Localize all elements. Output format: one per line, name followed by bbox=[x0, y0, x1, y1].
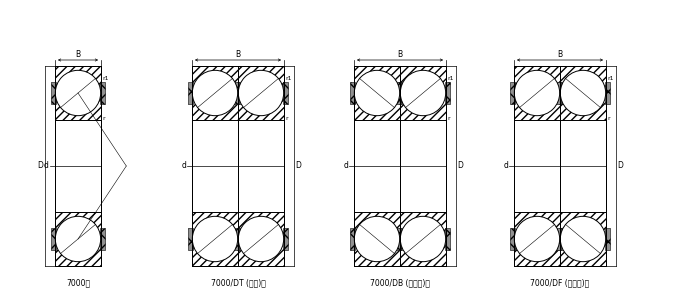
Bar bbox=[511, 228, 515, 250]
Bar bbox=[354, 120, 400, 212]
Bar bbox=[192, 212, 238, 266]
Text: B: B bbox=[558, 50, 562, 59]
Text: r1: r1 bbox=[447, 76, 454, 82]
Bar bbox=[192, 66, 284, 266]
Bar bbox=[399, 82, 404, 104]
Circle shape bbox=[514, 70, 560, 116]
Text: B: B bbox=[235, 50, 241, 59]
Bar bbox=[556, 228, 561, 250]
Bar bbox=[445, 82, 449, 104]
Text: D: D bbox=[37, 162, 44, 170]
Bar bbox=[235, 228, 239, 250]
Bar bbox=[350, 82, 355, 104]
Circle shape bbox=[192, 70, 238, 116]
Bar bbox=[238, 120, 284, 212]
Bar bbox=[354, 66, 446, 266]
Bar bbox=[400, 66, 446, 266]
Bar bbox=[55, 66, 101, 266]
Bar bbox=[237, 82, 241, 104]
Bar bbox=[556, 82, 561, 104]
Bar bbox=[192, 120, 238, 212]
Text: D: D bbox=[296, 162, 301, 170]
Bar bbox=[514, 66, 606, 266]
Bar bbox=[514, 120, 560, 212]
Bar bbox=[188, 82, 193, 104]
Text: d: d bbox=[181, 162, 186, 170]
Bar bbox=[559, 82, 564, 104]
Circle shape bbox=[354, 216, 400, 262]
Text: r: r bbox=[103, 116, 105, 122]
Text: r1: r1 bbox=[103, 76, 109, 82]
Bar bbox=[605, 82, 609, 104]
Text: d: d bbox=[503, 162, 508, 170]
Text: 7000型: 7000型 bbox=[66, 278, 90, 287]
Bar bbox=[354, 66, 400, 120]
Bar bbox=[283, 82, 288, 104]
Bar bbox=[560, 66, 606, 266]
Bar bbox=[560, 120, 606, 212]
Text: d: d bbox=[44, 162, 49, 170]
Text: D: D bbox=[458, 162, 463, 170]
Text: r: r bbox=[607, 116, 610, 122]
Text: r: r bbox=[447, 116, 450, 122]
Bar bbox=[560, 212, 606, 266]
Bar bbox=[238, 66, 284, 120]
Bar bbox=[514, 66, 560, 120]
Circle shape bbox=[401, 216, 445, 262]
Bar bbox=[511, 82, 515, 104]
Bar bbox=[559, 228, 564, 250]
Bar bbox=[396, 82, 401, 104]
Bar bbox=[605, 228, 609, 250]
Circle shape bbox=[354, 70, 400, 116]
Bar bbox=[52, 82, 56, 104]
Circle shape bbox=[192, 216, 238, 262]
Circle shape bbox=[514, 216, 560, 262]
Text: D: D bbox=[617, 162, 624, 170]
Bar bbox=[399, 228, 404, 250]
Bar bbox=[238, 66, 284, 266]
Text: B: B bbox=[75, 50, 80, 59]
Bar bbox=[192, 66, 238, 266]
Bar bbox=[400, 212, 446, 266]
Text: r1: r1 bbox=[607, 76, 614, 82]
Bar bbox=[400, 120, 446, 212]
Bar bbox=[237, 228, 241, 250]
Bar bbox=[55, 212, 101, 266]
Bar bbox=[238, 212, 284, 266]
Bar bbox=[514, 66, 560, 266]
Bar bbox=[350, 228, 355, 250]
Text: 7000/DB (背靠背)型: 7000/DB (背靠背)型 bbox=[370, 278, 430, 287]
Bar bbox=[100, 228, 105, 250]
Bar bbox=[55, 66, 101, 120]
Bar bbox=[400, 66, 446, 120]
Bar bbox=[55, 120, 101, 212]
Text: r1: r1 bbox=[286, 76, 292, 82]
Circle shape bbox=[401, 70, 445, 116]
Bar bbox=[100, 82, 105, 104]
Text: 7000/DT (串联)型: 7000/DT (串联)型 bbox=[211, 278, 265, 287]
Bar bbox=[188, 228, 193, 250]
Bar bbox=[283, 228, 288, 250]
Circle shape bbox=[560, 70, 606, 116]
Circle shape bbox=[560, 216, 606, 262]
Bar bbox=[52, 228, 56, 250]
Circle shape bbox=[55, 216, 101, 262]
Circle shape bbox=[55, 70, 101, 116]
Bar bbox=[192, 66, 238, 120]
Bar bbox=[354, 212, 400, 266]
Bar bbox=[235, 82, 239, 104]
Text: 7000/DF (面对面)型: 7000/DF (面对面)型 bbox=[530, 278, 590, 287]
Circle shape bbox=[238, 70, 284, 116]
Bar bbox=[514, 212, 560, 266]
Bar bbox=[445, 228, 449, 250]
Bar bbox=[560, 66, 606, 120]
Circle shape bbox=[238, 216, 284, 262]
Text: r: r bbox=[286, 116, 288, 122]
Text: B: B bbox=[397, 50, 403, 59]
Bar bbox=[354, 66, 400, 266]
Bar bbox=[396, 228, 401, 250]
Text: d: d bbox=[343, 162, 348, 170]
